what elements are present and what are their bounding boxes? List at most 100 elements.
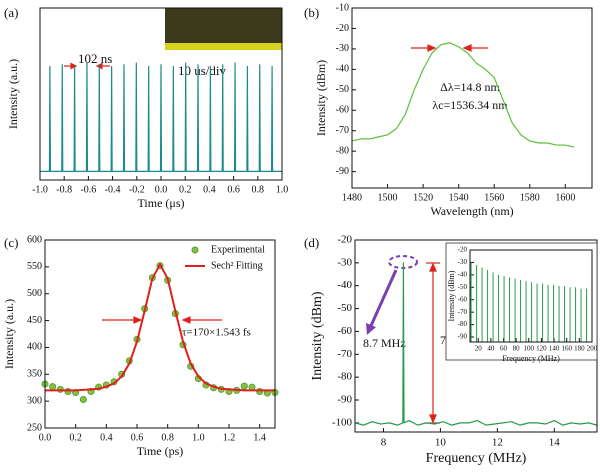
- y-tick-label: -30: [337, 256, 352, 268]
- y-tick-label: -80: [336, 145, 349, 156]
- panel-label: (b): [304, 5, 319, 20]
- x-tick-label: 200: [587, 345, 598, 353]
- panel: 20 40 60 80 100 120 140 160 180 200 -90 -80 -70 -60 -5…: [445, 242, 598, 363]
- plot-frame: [351, 7, 593, 189]
- x-tick-label: 180: [574, 345, 585, 353]
- y-tick-label: 300: [27, 395, 42, 406]
- x-tick-label: 80: [513, 345, 521, 353]
- y-tick-label: 350: [27, 369, 42, 380]
- y-tick-label: -70: [337, 348, 352, 360]
- x-tick-label: 20: [475, 345, 483, 353]
- x-tick-label: 14: [549, 437, 561, 449]
- annotation: 8.7 MHz: [363, 336, 406, 350]
- data-point: [64, 387, 72, 395]
- y-tick-label: 500: [27, 288, 42, 299]
- x-tick-label: 10: [435, 437, 447, 449]
- x-tick-label: 1600: [555, 192, 575, 203]
- annotation: 102 ns: [78, 51, 112, 66]
- y-axis-title: Intensity (dBm): [314, 60, 328, 136]
- y-tick-label: -70: [336, 125, 349, 136]
- y-tick-label: -100: [332, 416, 353, 428]
- panel-label: (a): [4, 5, 18, 20]
- x-tick-label: 1.2: [223, 432, 236, 443]
- x-tick-label: 0.0: [155, 184, 168, 195]
- panel: 1480 1500 1520 1540 1560 1580 1600 -90 -80 -70 -60…: [304, 2, 593, 218]
- plot-frame: [44, 239, 276, 429]
- x-tick-label: -0.2: [129, 184, 145, 195]
- y-tick-label: -30: [336, 43, 349, 54]
- data-point: [56, 385, 64, 393]
- y-tick-label: -20: [336, 23, 349, 34]
- y-tick-label: -50: [458, 283, 468, 291]
- y-tick-label: 250: [27, 422, 42, 433]
- y-tick-label: -40: [458, 270, 468, 278]
- y-tick-label: -30: [458, 258, 468, 266]
- y-tick-label: -50: [337, 302, 352, 314]
- x-tick-label: 1.0: [276, 184, 289, 195]
- x-tick-label: 12: [492, 437, 503, 449]
- x-tick-label: 0.2: [179, 184, 192, 195]
- legend-label: Sech² Fitting: [211, 260, 263, 271]
- x-tick-label: -0.8: [56, 184, 72, 195]
- x-axis-title: Frequency (MHz): [426, 451, 527, 466]
- x-tick-label: 0.8: [161, 432, 174, 443]
- x-tick-label: 0.6: [131, 432, 144, 443]
- y-tick-label: -10: [336, 2, 349, 13]
- plot-frame: [469, 249, 593, 343]
- x-tick-label: 0.0: [39, 432, 52, 443]
- annotation: λc=1536.34 nm: [432, 98, 508, 112]
- arrow-head: [462, 44, 472, 52]
- y-tick-label: -90: [336, 166, 349, 177]
- data-line: [45, 263, 275, 392]
- x-tick-label: 1540: [449, 192, 469, 203]
- data-point: [256, 387, 264, 395]
- x-tick-label: 140: [549, 345, 560, 353]
- x-tick-label: 160: [561, 345, 572, 353]
- y-tick-label: -70: [458, 308, 468, 316]
- x-tick-label: 0.2: [69, 432, 82, 443]
- panel-label: (d): [304, 235, 319, 250]
- x-tick-label: 60: [500, 345, 508, 353]
- panel: 0.0 0.2 0.4 0.6 0.8 1.0 1.2 1.4 250 300 350 400 450 5…: [2, 234, 279, 458]
- x-tick-label: 1480: [342, 192, 362, 203]
- arrow-head: [133, 316, 143, 324]
- data-line: [354, 262, 598, 426]
- arrow-head: [70, 62, 78, 70]
- legend-label: Experimental: [211, 244, 265, 255]
- pointer-arrow: [368, 269, 398, 329]
- y-tick-label: -90: [458, 333, 468, 341]
- x-axis-title: Time (μs): [138, 196, 185, 210]
- x-tick-label: 1500: [378, 192, 398, 203]
- y-tick-label: -20: [337, 234, 352, 246]
- x-tick-label: 0.8: [252, 184, 265, 195]
- x-tick-label: 40: [487, 345, 495, 353]
- annotation: Δλ=14.8 nm: [440, 80, 500, 94]
- y-tick-label: -40: [336, 64, 349, 75]
- y-tick-label: 600: [27, 234, 42, 245]
- y-axis-title: Intensity (dBm): [310, 291, 325, 380]
- x-tick-label: 1520: [413, 192, 433, 203]
- x-tick-label: 0.6: [227, 184, 240, 195]
- inset-image-band: [165, 43, 282, 50]
- y-tick-label: -60: [336, 105, 349, 116]
- plot-frame: [39, 7, 283, 181]
- x-tick-label: 120: [536, 345, 547, 353]
- y-axis-title: Intensity (a.u.): [2, 299, 16, 369]
- annotation: 10 us/div: [178, 63, 227, 78]
- x-axis-title: Wavelength (nm): [430, 204, 513, 218]
- x-tick-label: 1580: [520, 192, 540, 203]
- data-line: [40, 62, 282, 172]
- y-axis-title: Intensity (a.u.): [6, 59, 20, 129]
- x-tick-label: 1560: [484, 192, 504, 203]
- x-tick-label: -0.6: [80, 184, 96, 195]
- x-tick-label: -1.0: [32, 184, 48, 195]
- x-tick-label: 1.4: [253, 432, 266, 443]
- y-tick-label: -50: [336, 84, 349, 95]
- x-tick-label: 0.4: [203, 184, 216, 195]
- y-tick-label: 550: [27, 261, 42, 272]
- y-tick-label: -60: [458, 295, 468, 303]
- y-tick-label: 400: [27, 342, 42, 353]
- panel: -1.0 -0.8 -0.6 -0.4 -0.2 0.0 0.2 0.4 0.6 0.8 1.0 Ti…: [4, 5, 288, 210]
- data-point: [240, 382, 248, 390]
